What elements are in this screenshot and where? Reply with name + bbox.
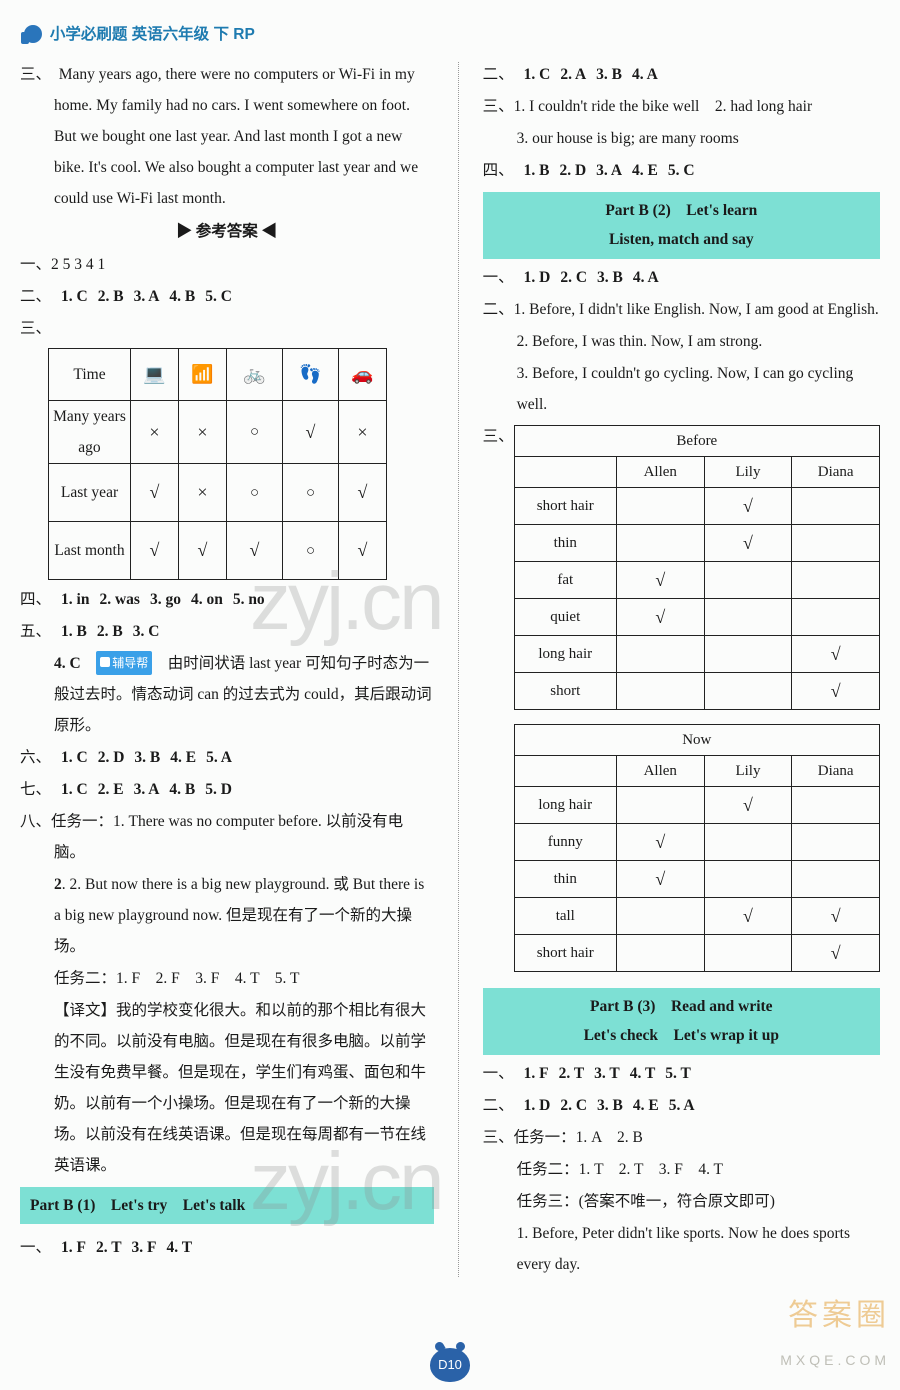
time-table: Time💻📶🚲👣🚗Many years agoLast yearLast mon… [48, 348, 387, 580]
b3-t1: 三、任务一：1. A 2. B [483, 1122, 880, 1153]
column-divider [458, 62, 459, 1277]
brand-watermark: 答案圈 MXQE.COM [780, 1286, 890, 1374]
q6-answers: 六、1. C2. D3. B4. E5. A [20, 742, 434, 773]
b2-q1: 一、1. D2. C3. B4. A [483, 262, 880, 293]
b3-t2: 任务二：1. T 2. T 3. F 4. T [483, 1154, 880, 1185]
b3-q2: 二、1. D2. C3. B4. E5. A [483, 1090, 880, 1121]
table-now: NowAllenLilyDianalong hairfunnythintalls… [514, 724, 880, 972]
table-before: BeforeAllenLilyDianashort hairthinfatqui… [514, 425, 880, 710]
q8-t1-1: 八、任务一：1. There was no computer before. 以… [20, 806, 434, 868]
header-badge-icon [24, 25, 42, 43]
r-q2: 二、1. C2. A3. B4. A [483, 59, 880, 90]
q2-answers: 二、1. C2. B3. A4. B5. C [20, 281, 434, 312]
header-title: 小学必刷题 英语六年级 下 RP [50, 26, 255, 43]
right-column: 二、1. C2. A3. B4. A 三、1. I couldn't ride … [483, 58, 880, 1281]
part-b1-header: Part B (1) Let's try Let's talk [20, 1187, 434, 1224]
part-b3-header: Part B (3) Read and write Let's check Le… [483, 988, 880, 1055]
b2-q2-1: 二、1. Before, I didn't like English. Now,… [483, 294, 880, 325]
left-column: 三、 Many years ago, there were no compute… [20, 58, 434, 1281]
q5-4-explain: 4. C 辅导帮 由时间状语 last year 可知句子时态为一般过去时。情态… [20, 648, 434, 741]
r-q4: 四、1. B2. D3. A4. E5. C [483, 155, 880, 186]
q8-t1-2: 2. 2. But now there is a big new playgro… [20, 869, 434, 962]
q4-answers: 四、1. in2. was3. go4. on5. no [20, 584, 434, 615]
b3-t3: 任务三：(答案不唯一，符合原文即可) [483, 1186, 880, 1217]
page-number-badge: D10 [430, 1348, 470, 1382]
r-q3-2: 3. our house is big; are many rooms [483, 123, 880, 154]
partb1-q1: 一、1. F2. T3. F4. T [20, 1232, 434, 1263]
q3-passage: 三、 Many years ago, there were no compute… [20, 59, 434, 214]
q7-answers: 七、1. C2. E3. A4. B5. D [20, 774, 434, 805]
b2-q3-label: 三、 [483, 421, 514, 452]
r-q3-1: 三、1. I couldn't ride the bike well 2. ha… [483, 91, 880, 122]
q1-answer: 一、2 5 3 4 1 [20, 249, 434, 280]
q5-answers: 五、1. B2. B3. C [20, 616, 434, 647]
q8-t2: 任务二：1. F 2. F 3. F 4. T 5. T [20, 963, 434, 994]
b3-q1: 一、1. F2. T3. T4. T5. T [483, 1058, 880, 1089]
page-header: 小学必刷题 英语六年级 下 RP [20, 0, 880, 58]
part-b2-header: Part B (2) Let's learn Listen, match and… [483, 192, 880, 259]
b2-q2-3: 3. Before, I couldn't go cycling. Now, I… [483, 358, 880, 420]
b2-q2-2: 2. Before, I was thin. Now, I am strong. [483, 326, 880, 357]
q8-translation: 【译文】我的学校变化很大。和以前的那个相比有很大的不同。以前没有电脑。但是现在有… [20, 995, 434, 1181]
answers-heading: ▶ 参考答案 ◀ [20, 216, 434, 247]
b3-sent: 1. Before, Peter didn't like sports. Now… [483, 1218, 880, 1280]
q3-label: 三、 [20, 313, 434, 344]
helper-badge: 辅导帮 [96, 651, 152, 675]
